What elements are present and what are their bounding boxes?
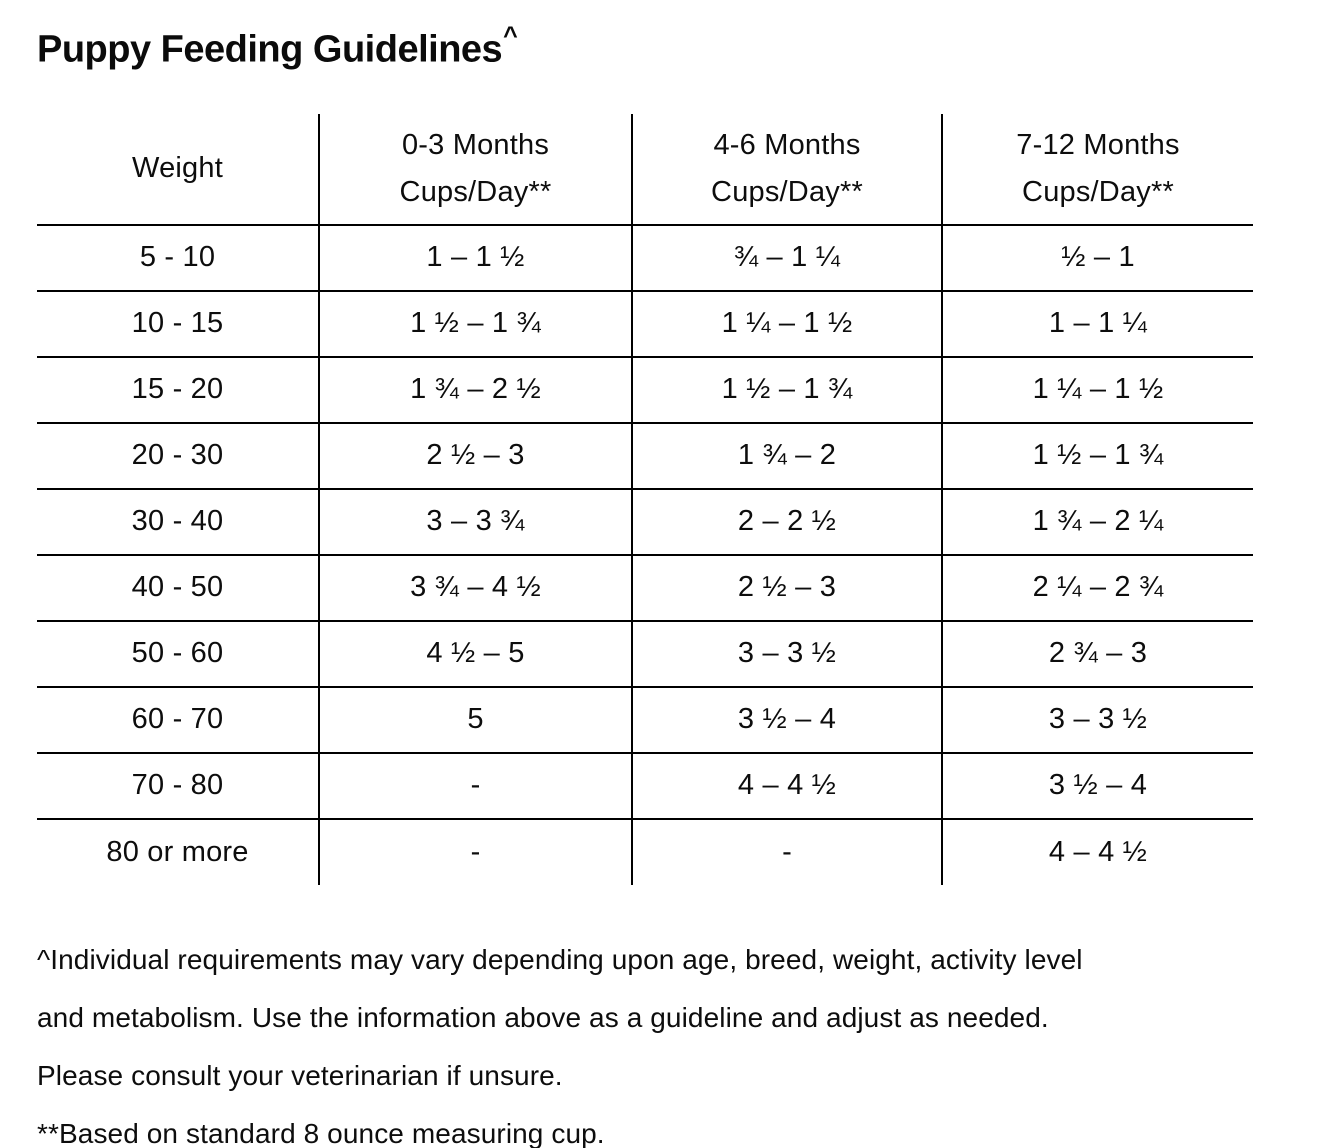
table-row: 5 - 10 1 – 1 ½ ¾ – 1 ¼ ½ – 1 [37, 223, 1253, 291]
table-row: 20 - 30 2 ½ – 3 1 ¾ – 2 1 ½ – 1 ¾ [37, 421, 1253, 489]
weight-cell: 5 - 10 [37, 223, 319, 291]
column-header-label: 7-12 Months [1016, 128, 1180, 161]
table-row: 50 - 60 4 ½ – 5 3 – 3 ½ 2 ¾ – 3 [37, 619, 1253, 687]
cups-7-12-cell: 1 – 1 ¼ [941, 289, 1253, 357]
cups-7-12-cell: 4 – 4 ½ [941, 817, 1253, 885]
feeding-guidelines-table: Weight 0-3 Months Cups/Day** 4-6 Months [37, 113, 1253, 885]
cups-0-3-cell: 3 ¾ – 4 ½ [318, 553, 632, 621]
cups-4-6-cell: 1 ¼ – 1 ½ [631, 289, 942, 357]
cups-7-12-cell: 3 – 3 ½ [941, 685, 1253, 753]
table-row: 80 or more - - 4 – 4 ½ [37, 817, 1253, 885]
footnote-measuring-cup: **Based on standard 8 ounce measuring cu… [37, 1117, 605, 1148]
cups-0-3-cell: - [318, 817, 632, 885]
cups-4-6-cell: 2 – 2 ½ [631, 487, 942, 555]
cups-0-3-cell: - [318, 751, 632, 819]
title-superscript: ^ [503, 22, 518, 50]
cups-7-12-cell: 2 ¾ – 3 [941, 619, 1253, 687]
cups-4-6-cell: ¾ – 1 ¼ [631, 223, 942, 291]
cups-0-3-cell: 1 – 1 ½ [318, 223, 632, 291]
column-header-sublabel: Cups/Day** [711, 175, 863, 208]
footnote-individual-requirements-line-2: and metabolism. Use the information abov… [37, 1001, 1049, 1033]
weight-cell: 40 - 50 [37, 553, 319, 621]
weight-cell: 20 - 30 [37, 421, 319, 489]
table-row: 30 - 40 3 – 3 ¾ 2 – 2 ½ 1 ¾ – 2 ¼ [37, 487, 1253, 555]
column-header-label: 4-6 Months [713, 128, 861, 161]
cups-0-3-cell: 1 ¾ – 2 ½ [318, 355, 632, 423]
page-title: Puppy Feeding Guidelines^ [37, 16, 1283, 74]
table-row: 40 - 50 3 ¾ – 4 ½ 2 ½ – 3 2 ¼ – 2 ¾ [37, 553, 1253, 621]
column-header-label: 0-3 Months [401, 128, 550, 161]
header-row: Weight 0-3 Months Cups/Day** 4-6 Months [37, 113, 1253, 225]
column-header-sublabel: Cups/Day** [1022, 175, 1174, 208]
cups-0-3-cell: 5 [318, 685, 632, 753]
column-header-0-3-months: 0-3 Months Cups/Day** [318, 113, 632, 225]
cups-7-12-cell: 3 ½ – 4 [941, 751, 1253, 819]
weight-cell: 50 - 60 [37, 619, 319, 687]
column-header-label: Weight [132, 152, 223, 185]
table-row: 70 - 80 - 4 – 4 ½ 3 ½ – 4 [37, 751, 1253, 819]
table-row: 10 - 15 1 ½ – 1 ¾ 1 ¼ – 1 ½ 1 – 1 ¼ [37, 289, 1253, 357]
cups-7-12-cell: ½ – 1 [941, 223, 1253, 291]
cups-0-3-cell: 2 ½ – 3 [318, 421, 632, 489]
cups-4-6-cell: 1 ½ – 1 ¾ [631, 355, 942, 423]
cups-4-6-cell: 1 ¾ – 2 [631, 421, 942, 489]
weight-cell: 80 or more [37, 817, 319, 885]
weight-cell: 30 - 40 [37, 487, 319, 555]
cups-4-6-cell: 2 ½ – 3 [631, 553, 942, 621]
cups-7-12-cell: 1 ¾ – 2 ¼ [941, 487, 1253, 555]
footnote-individual-requirements-line-3: Please consult your veterinarian if unsu… [37, 1059, 563, 1091]
column-header-sublabel: Cups/Day** [399, 175, 552, 208]
table-row: 60 - 70 5 3 ½ – 4 3 – 3 ½ [37, 685, 1253, 753]
cups-7-12-cell: 1 ¼ – 1 ½ [941, 355, 1253, 423]
cups-7-12-cell: 2 ¼ – 2 ¾ [941, 553, 1253, 621]
table-row: 15 - 20 1 ¾ – 2 ½ 1 ½ – 1 ¾ 1 ¼ – 1 ½ [37, 355, 1253, 423]
footnotes: ^Individual requirements may vary depend… [37, 931, 1283, 1148]
cups-0-3-cell: 4 ½ – 5 [318, 619, 632, 687]
column-header-7-12-months: 7-12 Months Cups/Day** [941, 113, 1253, 225]
column-header-4-6-months: 4-6 Months Cups/Day** [631, 113, 942, 225]
cups-4-6-cell: 4 – 4 ½ [631, 751, 942, 819]
cups-4-6-cell: 3 ½ – 4 [631, 685, 942, 753]
table-body: 5 - 10 1 – 1 ½ ¾ – 1 ¼ ½ – 1 10 - 15 1 ½… [37, 223, 1253, 885]
page-title-text: Puppy Feeding Guidelines [37, 28, 503, 71]
weight-cell: 10 - 15 [37, 289, 319, 357]
cups-0-3-cell: 1 ½ – 1 ¾ [318, 289, 632, 357]
cups-0-3-cell: 3 – 3 ¾ [318, 487, 632, 555]
footnote-individual-requirements-line-1: ^Individual requirements may vary depend… [37, 943, 1083, 975]
weight-cell: 15 - 20 [37, 355, 319, 423]
column-header-weight: Weight [37, 114, 319, 225]
cups-7-12-cell: 1 ½ – 1 ¾ [941, 421, 1253, 489]
table-header: Weight 0-3 Months Cups/Day** 4-6 Months [37, 113, 1253, 225]
weight-cell: 60 - 70 [37, 685, 319, 753]
cups-4-6-cell: 3 – 3 ½ [631, 619, 942, 687]
weight-cell: 70 - 80 [37, 751, 319, 819]
cups-4-6-cell: - [631, 817, 942, 885]
